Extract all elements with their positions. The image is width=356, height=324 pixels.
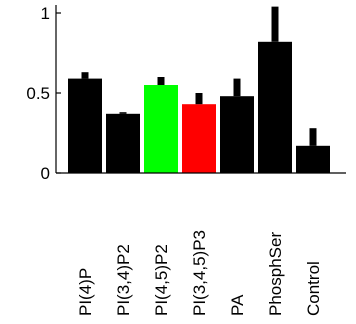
y-tick-label-2: 1 <box>41 4 50 23</box>
x-tick-label-6: Control <box>304 261 323 316</box>
y-tick-label-1: 0.5 <box>26 84 50 103</box>
x-tick-label-3: PI(3,4,5)P3 <box>190 230 209 316</box>
x-tick-label-1: PI(3,4)P2 <box>114 244 133 316</box>
bar-1 <box>106 113 140 173</box>
x-tick-label-5: PhosphSer <box>266 232 285 316</box>
bar-5 <box>258 41 292 173</box>
bar-3 <box>182 104 216 173</box>
bar-0 <box>68 78 102 173</box>
bar-6 <box>296 145 330 173</box>
bar-2 <box>144 85 178 173</box>
plot-area: 0 0.5 1 PI(4)P PI(3,4)P2 PI(4,5)P2 PI(3,4,5)P3… <box>26 4 346 316</box>
x-tick-label-0: PI(4)P <box>76 268 95 316</box>
y-tick-label-0: 0 <box>41 164 50 183</box>
x-tick-label-4: PA <box>228 294 247 316</box>
x-tick-label-2: PI(4,5)P2 <box>152 244 171 316</box>
bar-4 <box>220 96 254 173</box>
